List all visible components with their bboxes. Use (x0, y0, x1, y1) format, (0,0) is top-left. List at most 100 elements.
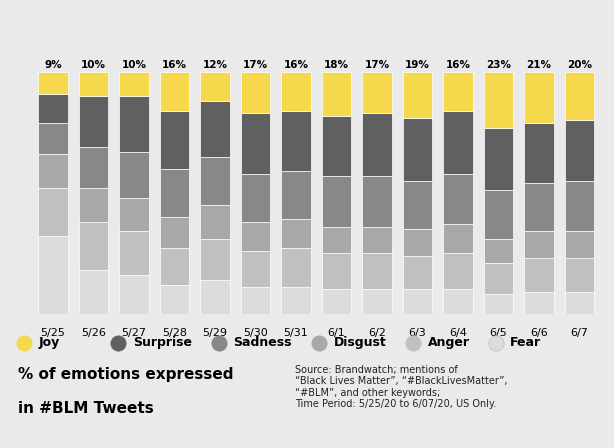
Bar (484, 190, 513, 239)
Bar (200, 101, 230, 157)
Bar (119, 152, 149, 198)
Bar (443, 111, 473, 173)
Bar (565, 232, 594, 258)
Bar (484, 72, 513, 128)
Bar (443, 224, 473, 253)
Bar (39, 72, 68, 94)
Text: 16%: 16% (162, 60, 187, 70)
Bar (565, 292, 594, 314)
Text: 5/25: 5/25 (41, 328, 66, 338)
Bar (79, 96, 108, 147)
Bar (565, 121, 594, 181)
Text: 5/26: 5/26 (81, 328, 106, 338)
Bar (362, 72, 392, 113)
Bar (403, 229, 432, 256)
Text: 20%: 20% (567, 60, 592, 70)
Bar (524, 258, 554, 292)
Text: 9%: 9% (44, 60, 62, 70)
Text: Joy: Joy (39, 336, 60, 349)
Bar (484, 294, 513, 314)
Text: 23%: 23% (486, 60, 511, 70)
Bar (443, 72, 473, 111)
Text: 6/5: 6/5 (489, 328, 507, 338)
Text: 21%: 21% (526, 60, 551, 70)
Bar (39, 94, 68, 123)
Bar (443, 289, 473, 314)
Text: 17%: 17% (243, 60, 268, 70)
Bar (119, 96, 149, 152)
Bar (200, 72, 230, 101)
Text: Surprise: Surprise (133, 336, 192, 349)
Text: 5/29: 5/29 (203, 328, 227, 338)
Bar (160, 217, 189, 248)
Bar (79, 222, 108, 270)
Text: 6/7: 6/7 (570, 328, 588, 338)
Bar (322, 72, 351, 116)
Bar (281, 220, 311, 248)
Text: 16%: 16% (445, 60, 470, 70)
Bar (241, 173, 270, 222)
Bar (39, 154, 68, 188)
Text: Sadness: Sadness (233, 336, 292, 349)
Bar (484, 128, 513, 190)
Bar (322, 289, 351, 314)
Bar (403, 118, 432, 181)
Bar (119, 275, 149, 314)
Bar (484, 263, 513, 294)
Text: Source: Brandwatch; mentions of
“Black Lives Matter”, “#BlackLivesMatter”,
“#BLM: Source: Brandwatch; mentions of “Black L… (295, 365, 508, 409)
Bar (281, 287, 311, 314)
Bar (241, 72, 270, 113)
Bar (322, 116, 351, 176)
Text: 5/30: 5/30 (243, 328, 268, 338)
Bar (241, 251, 270, 287)
Bar (200, 205, 230, 239)
Bar (403, 289, 432, 314)
Bar (160, 248, 189, 284)
Bar (362, 289, 392, 314)
Bar (362, 253, 392, 289)
Bar (200, 157, 230, 205)
Text: 6/3: 6/3 (408, 328, 426, 338)
Bar (524, 183, 554, 232)
Bar (443, 253, 473, 289)
Bar (241, 222, 270, 251)
Bar (200, 239, 230, 280)
Bar (160, 111, 189, 169)
Bar (281, 72, 311, 111)
Text: 6/6: 6/6 (530, 328, 548, 338)
Text: % of emotions expressed: % of emotions expressed (18, 367, 234, 382)
Bar (322, 227, 351, 253)
Text: 6/1: 6/1 (328, 328, 345, 338)
Bar (484, 239, 513, 263)
Bar (281, 111, 311, 171)
Bar (160, 72, 189, 111)
Text: 5/27: 5/27 (122, 328, 147, 338)
Bar (119, 198, 149, 232)
Bar (524, 123, 554, 183)
Bar (362, 227, 392, 253)
Text: Disgust: Disgust (333, 336, 386, 349)
Text: 6/2: 6/2 (368, 328, 386, 338)
Bar (443, 173, 473, 224)
Text: Anger: Anger (428, 336, 470, 349)
Bar (322, 253, 351, 289)
Bar (362, 113, 392, 176)
Bar (39, 123, 68, 154)
Text: 19%: 19% (405, 60, 430, 70)
Bar (160, 284, 189, 314)
Bar (39, 188, 68, 236)
Bar (200, 280, 230, 314)
Text: 17%: 17% (364, 60, 389, 70)
Bar (524, 292, 554, 314)
Text: 18%: 18% (324, 60, 349, 70)
Text: Fear: Fear (510, 336, 542, 349)
Bar (524, 232, 554, 258)
Text: in #BLM Tweets: in #BLM Tweets (18, 401, 154, 416)
Bar (241, 287, 270, 314)
Bar (565, 181, 594, 232)
Bar (281, 171, 311, 220)
Bar (403, 72, 432, 118)
Bar (362, 176, 392, 227)
Bar (403, 256, 432, 289)
Text: 5/28: 5/28 (162, 328, 187, 338)
